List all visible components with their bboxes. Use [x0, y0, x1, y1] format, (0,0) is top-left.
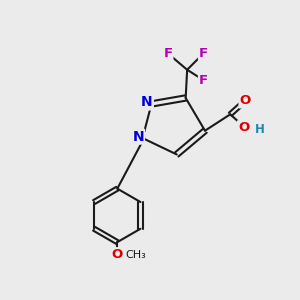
Text: H: H — [255, 123, 265, 136]
Text: F: F — [163, 47, 172, 60]
Text: O: O — [239, 94, 251, 107]
Text: N: N — [141, 95, 153, 110]
Text: O: O — [112, 248, 123, 261]
Text: F: F — [199, 47, 208, 60]
Text: F: F — [199, 74, 208, 87]
Text: N: N — [132, 130, 144, 144]
Text: CH₃: CH₃ — [126, 250, 146, 260]
Text: O: O — [238, 121, 249, 134]
